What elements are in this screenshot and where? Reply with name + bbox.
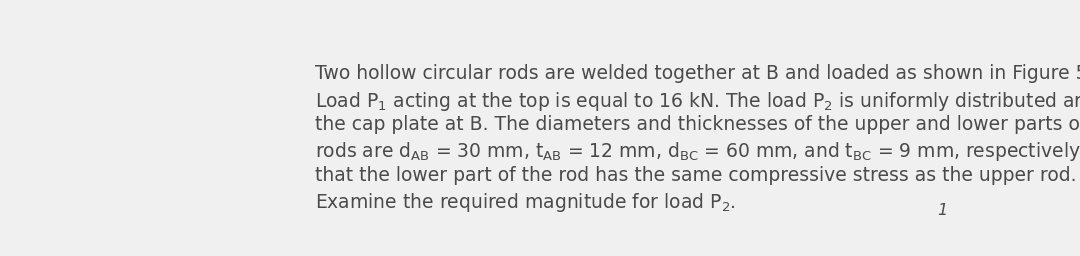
Text: Load $\mathregular{P_1}$ acting at the top is equal to 16 kN. The load $\mathreg: Load $\mathregular{P_1}$ acting at the t… (315, 90, 1080, 113)
Text: the cap plate at B. The diameters and thicknesses of the upper and lower parts o: the cap plate at B. The diameters and th… (315, 115, 1080, 134)
Text: Examine the required magnitude for load $\mathregular{P_2}$.: Examine the required magnitude for load … (315, 191, 735, 214)
Text: Two hollow circular rods are welded together at B and loaded as shown in Figure : Two hollow circular rods are welded toge… (315, 64, 1080, 83)
Text: that the lower part of the rod has the same compressive stress as the upper rod.: that the lower part of the rod has the s… (315, 166, 1077, 185)
Text: rods are $\mathregular{d_{AB}}$ = 30 mm, $\mathregular{t_{AB}}$ = 12 mm, $\mathr: rods are $\mathregular{d_{AB}}$ = 30 mm,… (315, 141, 1080, 164)
Text: 1: 1 (936, 203, 947, 218)
